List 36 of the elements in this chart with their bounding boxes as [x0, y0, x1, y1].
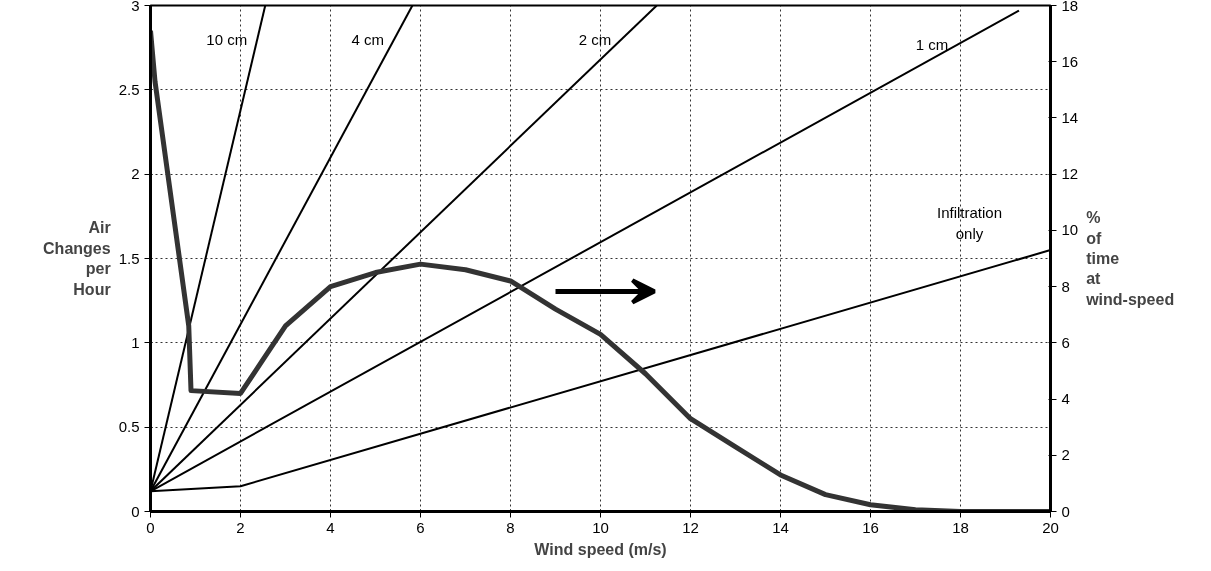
y-tick-label: 0.5 — [118, 418, 140, 436]
y-tick-label: 2.5 — [118, 80, 140, 98]
x-tick-label: 2 — [236, 518, 245, 536]
y-axis-title: Air Changes per Hour — [43, 219, 111, 298]
y2-tick-label: 8 — [1061, 277, 1070, 295]
x-tick-label: 0 — [146, 518, 155, 536]
y-tick-label: 0 — [131, 502, 140, 520]
series-label: 1 cm — [915, 35, 949, 53]
x-tick-label: 10 — [592, 518, 609, 536]
y-tick-label: 1.5 — [118, 249, 140, 267]
y2-tick-label: 6 — [1061, 333, 1070, 351]
y2-tick-label: 0 — [1061, 502, 1070, 520]
x-tick-label: 8 — [506, 518, 515, 536]
series-label: 10 cm — [206, 31, 248, 48]
y-tick-label: 3 — [131, 0, 140, 14]
y2-tick-label: 14 — [1061, 108, 1079, 126]
series-label: 4 cm — [351, 31, 385, 48]
y2-tick-label: 16 — [1061, 52, 1079, 70]
y2-tick-label: 4 — [1061, 390, 1070, 408]
y2-tick-label: 2 — [1061, 446, 1070, 464]
y-tick-label: 2 — [131, 165, 140, 183]
y2-tick-label: 18 — [1061, 0, 1079, 14]
x-tick-label: 14 — [772, 518, 789, 536]
y2-tick-label: 12 — [1061, 165, 1079, 183]
x-axis-title: Wind speed (m/s) — [534, 540, 667, 558]
x-tick-label: 20 — [1042, 518, 1059, 536]
x-tick-label: 18 — [952, 518, 969, 536]
x-tick-label: 12 — [682, 518, 699, 536]
series-label: 2 cm — [578, 31, 612, 48]
x-tick-label: 4 — [326, 518, 335, 536]
y-tick-label: 1 — [131, 333, 140, 351]
y2-axis-title: % of time at wind-speed — [1085, 209, 1175, 308]
x-tick-label: 6 — [416, 518, 425, 536]
y2-tick-label: 10 — [1061, 221, 1079, 239]
series-label: Infiltration only — [936, 204, 1003, 242]
x-tick-label: 16 — [862, 518, 879, 536]
